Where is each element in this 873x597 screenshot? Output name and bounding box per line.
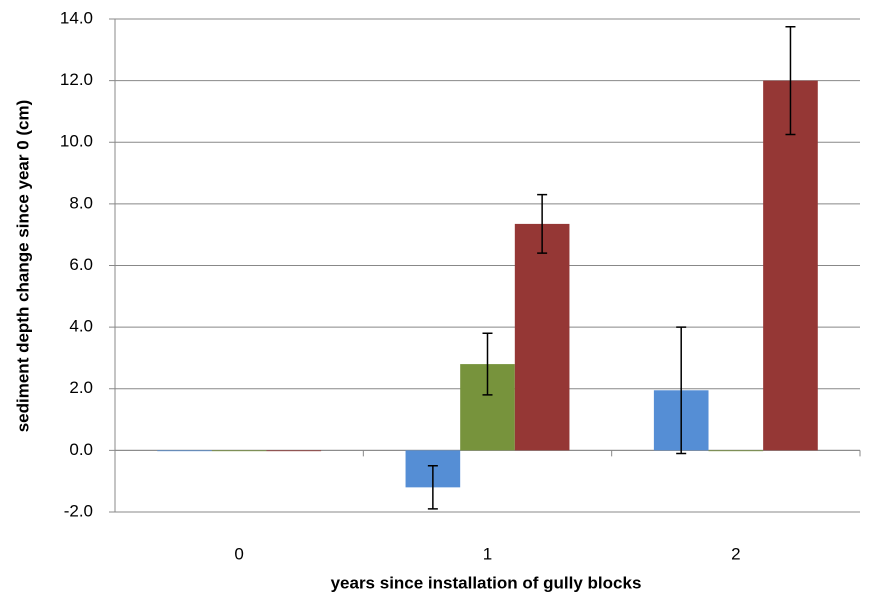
bar (211, 450, 267, 452)
error-bar (427, 465, 438, 510)
bar (763, 80, 818, 451)
x-tick-label: 2 (731, 544, 740, 563)
error-bar (482, 332, 493, 396)
y-tick-label: 0.0 (69, 440, 93, 459)
y-tick-label: 14.0 (60, 8, 93, 27)
bar (514, 223, 570, 451)
error-bar (676, 326, 687, 455)
bar (266, 450, 322, 452)
bar (157, 450, 212, 452)
y-tick-label: 2.0 (69, 378, 93, 397)
y-tick-label: 10.0 (60, 132, 93, 151)
y-axis-title: sediment depth change since year 0 (cm) (13, 100, 32, 433)
y-tick-label: 4.0 (69, 317, 93, 336)
error-bar (537, 193, 548, 254)
bar (708, 450, 764, 452)
x-tick-label: 1 (483, 544, 492, 563)
error-bar (785, 25, 796, 136)
x-axis-title: years since installation of gully blocks (331, 573, 642, 592)
y-tick-label: 8.0 (69, 193, 93, 212)
x-tick-label: 0 (234, 544, 243, 563)
y-tick-label: -2.0 (64, 501, 93, 520)
y-tick-label: 6.0 (69, 255, 93, 274)
y-tick-label: 12.0 (60, 70, 93, 89)
